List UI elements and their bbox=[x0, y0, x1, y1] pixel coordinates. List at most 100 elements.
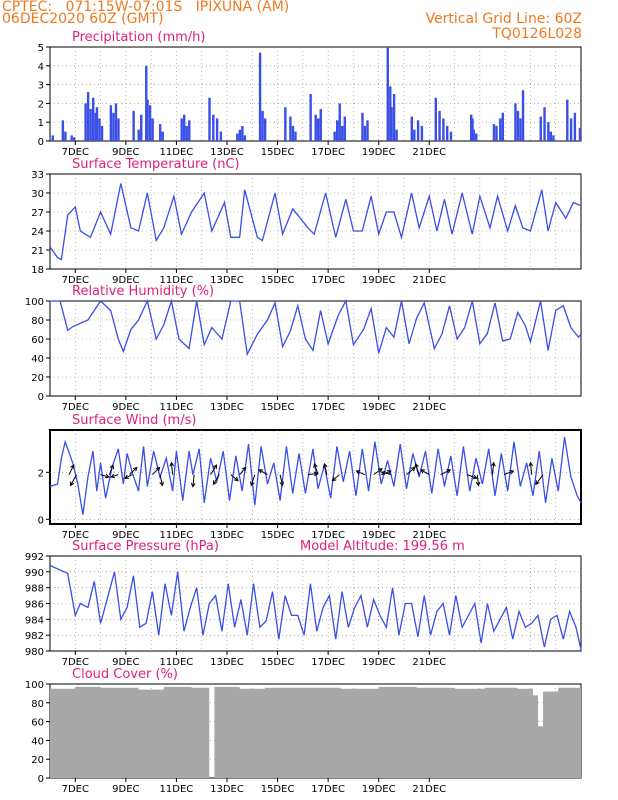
cloud-cover-y-tick-label: 80 bbox=[31, 699, 44, 710]
precip-bar bbox=[333, 131, 336, 141]
precip-bar bbox=[492, 124, 496, 141]
precipitation-x-tick-label: 21DEC bbox=[412, 147, 446, 158]
precip-bar bbox=[314, 114, 317, 141]
precip-bar bbox=[212, 114, 215, 141]
cloud-cover-y-tick-label: 100 bbox=[25, 680, 44, 691]
surface-pressure-y-tick-label: 988 bbox=[25, 584, 44, 595]
precip-bar bbox=[117, 118, 120, 141]
precip-bar bbox=[132, 110, 135, 141]
wind-arrow-head bbox=[155, 466, 161, 472]
surface-pressure-annotation: Model Altitude: 199.56 m bbox=[300, 539, 465, 554]
wind-arrow-head bbox=[169, 461, 175, 467]
wind-arrow bbox=[100, 474, 110, 478]
surface-temperature-title: Surface Temperature (nC) bbox=[72, 157, 240, 172]
surface-pressure-title: Surface Pressure (hPa) bbox=[72, 539, 219, 554]
wind-arrow-head bbox=[250, 481, 255, 487]
precip-bar bbox=[70, 135, 73, 141]
precip-bar bbox=[495, 125, 498, 141]
precip-bar bbox=[569, 118, 573, 141]
relative-humidity-x-tick-label: 19DEC bbox=[362, 402, 396, 413]
wind-arrow-head bbox=[446, 469, 452, 474]
precip-bar bbox=[148, 105, 152, 141]
precip-bar bbox=[151, 118, 154, 141]
precip-bar bbox=[180, 118, 183, 141]
precip-bar bbox=[243, 135, 247, 141]
wind-arrow bbox=[110, 474, 119, 478]
surface-pressure-x-tick-label: 19DEC bbox=[362, 657, 396, 668]
surface-temperature-y-tick-label: 30 bbox=[31, 189, 44, 200]
surface-pressure-y-tick-label: 992 bbox=[25, 552, 44, 563]
surface-temperature-y-tick-label: 18 bbox=[31, 265, 44, 276]
precip-bar bbox=[238, 129, 242, 141]
precip-bar bbox=[366, 120, 369, 141]
header-location: CPTEC: 071:15W-07:01S IPIXUNA (AM) bbox=[2, 0, 290, 15]
precipitation-x-tick-label: 17DEC bbox=[311, 147, 345, 158]
surface-pressure-y-tick-label: 986 bbox=[25, 600, 44, 611]
precip-bar bbox=[413, 129, 416, 141]
wind-arrow-head bbox=[472, 474, 478, 480]
wind-arrow bbox=[535, 474, 544, 485]
wind-arrow-head bbox=[322, 462, 328, 468]
precip-bar bbox=[140, 114, 143, 141]
wind-arrow-head bbox=[104, 473, 110, 479]
precip-bar bbox=[410, 116, 413, 141]
relative-humidity-y-tick-label: 40 bbox=[31, 354, 44, 365]
surface-temperature-x-tick-label: 19DEC bbox=[362, 275, 396, 286]
wind-arrow-head bbox=[132, 466, 138, 472]
surface-temperature-x-tick-label: 11DEC bbox=[160, 275, 194, 286]
wind-arrow-head bbox=[190, 482, 196, 488]
precip-bar bbox=[519, 118, 522, 141]
precip-bar bbox=[109, 105, 113, 141]
surface-temperature-y-tick-label: 21 bbox=[31, 246, 44, 257]
precip-bar bbox=[499, 118, 502, 141]
wind-arrow bbox=[332, 474, 340, 482]
precip-bar bbox=[390, 107, 393, 141]
relative-humidity-x-tick-label: 17DEC bbox=[311, 402, 345, 413]
precip-bar bbox=[317, 118, 320, 141]
precip-bar bbox=[86, 92, 90, 141]
cloud-cover-x-tick-label: 11DEC bbox=[160, 784, 194, 795]
wind-arrow-head bbox=[233, 476, 239, 482]
wind-arrow bbox=[129, 467, 138, 476]
precip-bar bbox=[185, 125, 188, 141]
precip-bar bbox=[137, 129, 140, 141]
precip-bar bbox=[547, 122, 550, 141]
precip-bar bbox=[188, 120, 191, 141]
wind-arrow-head bbox=[313, 462, 318, 468]
wind-arrow bbox=[356, 470, 366, 476]
cloud-cover-y-tick-label: 0 bbox=[38, 774, 44, 785]
surface-pressure-x-tick-label: 15DEC bbox=[261, 657, 295, 668]
header-grid-line: Vertical Grid Line: 60Z bbox=[425, 11, 582, 27]
precip-bar bbox=[539, 116, 542, 141]
relative-humidity-y-tick-label: 100 bbox=[25, 297, 44, 308]
precip-bar bbox=[73, 137, 76, 141]
precip-bar bbox=[445, 125, 449, 141]
cloud-cover-x-tick-label: 19DEC bbox=[362, 784, 396, 795]
precip-bar bbox=[434, 97, 438, 141]
precip-bar bbox=[341, 125, 344, 141]
relative-humidity-x-tick-label: 7DEC bbox=[62, 402, 89, 413]
precip-bar bbox=[236, 133, 239, 141]
header-date: 06DEC2020 60Z (GMT) bbox=[2, 11, 164, 27]
wind-arrow bbox=[70, 474, 77, 486]
surface-temperature-series-line bbox=[49, 183, 582, 261]
precip-bar bbox=[416, 120, 420, 141]
wind-arrow bbox=[529, 462, 533, 475]
precip-bar bbox=[219, 131, 223, 141]
precipitation-x-tick-label: 7DEC bbox=[62, 147, 89, 158]
wind-arrow-head bbox=[109, 464, 115, 470]
surface-wind-series-line bbox=[49, 436, 582, 515]
precip-bar bbox=[291, 125, 295, 141]
wind-arrow bbox=[476, 474, 480, 486]
wind-arrow bbox=[159, 474, 163, 486]
surface-temperature-x-tick-label: 9DEC bbox=[112, 275, 139, 286]
relative-humidity-y-tick-label: 20 bbox=[31, 373, 44, 384]
wind-arrow-head bbox=[110, 473, 116, 479]
wind-arrow-head bbox=[535, 480, 540, 486]
wind-arrow bbox=[467, 474, 477, 479]
precip-bar bbox=[343, 116, 346, 141]
relative-humidity-x-tick-label: 15DEC bbox=[261, 402, 295, 413]
precip-bar bbox=[470, 114, 473, 141]
precipitation-y-tick-label: 3 bbox=[38, 81, 44, 92]
